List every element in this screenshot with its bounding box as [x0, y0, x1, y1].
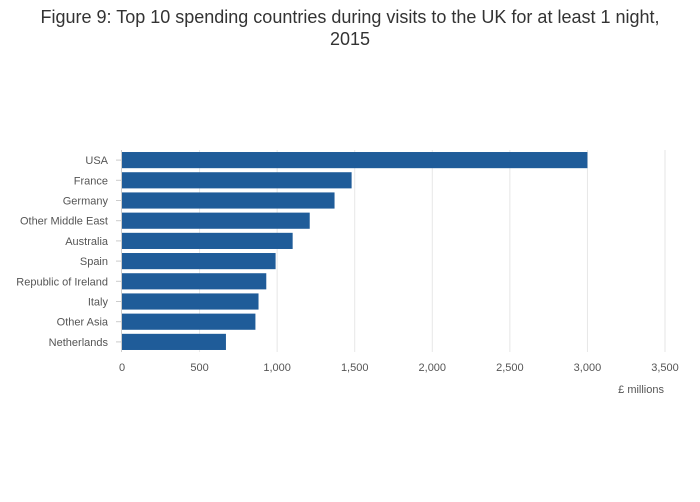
- bar: [122, 333, 226, 350]
- x-tick-label: 500: [190, 362, 208, 374]
- y-tick-label: Australia: [65, 236, 109, 248]
- y-tick-label: Other Middle East: [20, 216, 108, 228]
- x-tick-label: 1,500: [341, 362, 369, 374]
- chart-title: Figure 9: Top 10 spending countries duri…: [40, 7, 660, 49]
- x-tick-label: 1,000: [263, 362, 291, 374]
- y-tick-label: USA: [85, 155, 108, 167]
- y-tick-label: Netherlands: [49, 337, 109, 349]
- axes: 0 500 1,000 1,500 2,000 2,500 3,000 3,500 USA Fra…: [16, 150, 679, 374]
- y-tick-label: Italy: [88, 297, 109, 309]
- y-tick-label: France: [74, 175, 108, 187]
- x-tick-label: 2,500: [496, 362, 524, 374]
- bar: [122, 152, 588, 169]
- y-tick-label: Germany: [63, 196, 109, 208]
- bar: [122, 232, 293, 249]
- bar: [122, 172, 352, 189]
- bars: [122, 152, 588, 350]
- y-tick-label: Other Asia: [57, 317, 109, 329]
- x-tick-label: 2,000: [419, 362, 447, 374]
- bar: [122, 253, 276, 270]
- x-axis-title: £ millions: [618, 384, 664, 396]
- bar: [122, 293, 259, 310]
- x-tick-label: 3,000: [574, 362, 602, 374]
- bar: [122, 273, 267, 290]
- x-tick-label: 3,500: [651, 362, 679, 374]
- bar: [122, 313, 256, 330]
- x-tick-label: 0: [119, 362, 125, 374]
- y-tick-label: Republic of Ireland: [16, 276, 108, 288]
- y-tick-label: Spain: [80, 256, 108, 268]
- bar: [122, 212, 310, 229]
- bar: [122, 192, 335, 209]
